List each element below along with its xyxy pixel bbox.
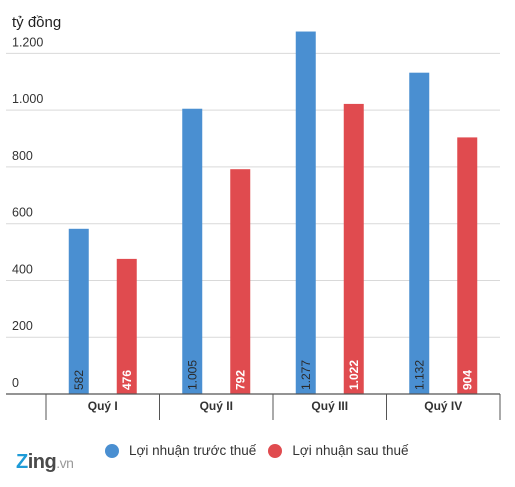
- zing-logo: Zing.vn: [16, 451, 74, 473]
- legend-item-after-tax: Lợi nhuận sau thuế: [268, 443, 409, 458]
- y-tick-label: 1.200: [12, 35, 43, 49]
- legend-label-before-tax: Lợi nhuận trước thuế: [129, 443, 257, 458]
- y-axis-ticks: 0 200 400 600 800 1.000 1.200: [12, 35, 43, 390]
- bar-value-label: 476: [120, 370, 134, 390]
- bar-before-tax: [295, 31, 316, 394]
- legend-swatch-before-tax: [105, 443, 119, 458]
- bar-value-label: 582: [72, 370, 86, 390]
- y-tick-label: 200: [12, 319, 33, 333]
- bar-value-label: 904: [460, 370, 474, 390]
- bar-value-label: 1.022: [347, 360, 361, 390]
- bar-value-label: 1.277: [299, 360, 313, 390]
- x-axis: Quý I Quý II Quý III Quý IV: [6, 393, 501, 420]
- y-axis-label: tỷ đồng: [12, 14, 61, 31]
- bars: 582 476 1.005 792 1.277 1.022 1.132 904: [68, 31, 478, 394]
- y-tick-label: 1.000: [12, 92, 43, 106]
- bar-value-label: 1.005: [185, 360, 199, 390]
- x-tick-label: Quý IV: [424, 399, 462, 413]
- x-tick-label: Quý I: [88, 399, 118, 413]
- bar-value-label: 1.132: [412, 360, 426, 390]
- bar-before-tax: [409, 72, 430, 394]
- bar-after-tax: [116, 258, 137, 394]
- y-tick-label: 600: [12, 206, 33, 220]
- y-tick-label: 0: [12, 376, 19, 390]
- bar-after-tax: [457, 137, 478, 394]
- x-tick-label: Quý II: [200, 399, 233, 413]
- legend: Lợi nhuận trước thuế Lợi nhuận sau thuế: [105, 443, 421, 458]
- bar-after-tax: [230, 169, 251, 394]
- x-tick-label: Quý III: [311, 399, 348, 413]
- bar-before-tax: [68, 228, 89, 394]
- legend-item-before-tax: Lợi nhuận trước thuế: [105, 443, 256, 458]
- bar-before-tax: [182, 108, 203, 394]
- y-tick-label: 400: [12, 262, 33, 276]
- legend-label-after-tax: Lợi nhuận sau thuế: [292, 443, 409, 458]
- y-tick-label: 800: [12, 149, 33, 163]
- bar-value-label: 792: [233, 370, 247, 390]
- bar-after-tax: [343, 103, 364, 394]
- legend-swatch-after-tax: [268, 443, 283, 458]
